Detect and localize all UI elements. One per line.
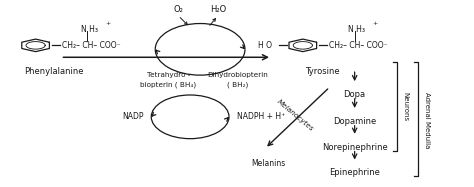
Text: N H₃: N H₃ xyxy=(348,25,365,34)
Text: Neurons: Neurons xyxy=(402,92,409,122)
Text: Dopamine: Dopamine xyxy=(333,117,376,126)
Text: CH₂– CH– COO⁻: CH₂– CH– COO⁻ xyxy=(329,41,387,50)
Text: ( BH₂): ( BH₂) xyxy=(228,82,249,88)
Text: Tyrosine: Tyrosine xyxy=(305,67,340,76)
Text: Phenylalanine: Phenylalanine xyxy=(24,67,83,76)
Text: O₂: O₂ xyxy=(173,5,183,14)
Text: +: + xyxy=(105,21,110,26)
Text: +: + xyxy=(373,21,378,26)
Text: H O: H O xyxy=(258,41,272,50)
Text: NADP: NADP xyxy=(122,112,143,121)
Text: Adrenal Medulla: Adrenal Medulla xyxy=(424,92,430,148)
Text: Melanins: Melanins xyxy=(251,159,285,168)
Text: N H₃: N H₃ xyxy=(81,25,98,34)
Text: Epinephrine: Epinephrine xyxy=(329,168,380,177)
Text: Dopa: Dopa xyxy=(344,90,366,99)
Text: NADPH + H⁺: NADPH + H⁺ xyxy=(237,112,285,121)
Text: Dihydrobiopterin: Dihydrobiopterin xyxy=(208,72,268,78)
Text: Tetrahydro -: Tetrahydro - xyxy=(146,72,190,78)
Text: Melanocytes: Melanocytes xyxy=(275,98,314,132)
Text: H₂O: H₂O xyxy=(210,5,226,14)
Text: CH₂– CH– COO⁻: CH₂– CH– COO⁻ xyxy=(62,41,120,50)
Text: Norepinephrine: Norepinephrine xyxy=(322,143,388,152)
Text: biopterin ( BH₄): biopterin ( BH₄) xyxy=(140,82,196,88)
